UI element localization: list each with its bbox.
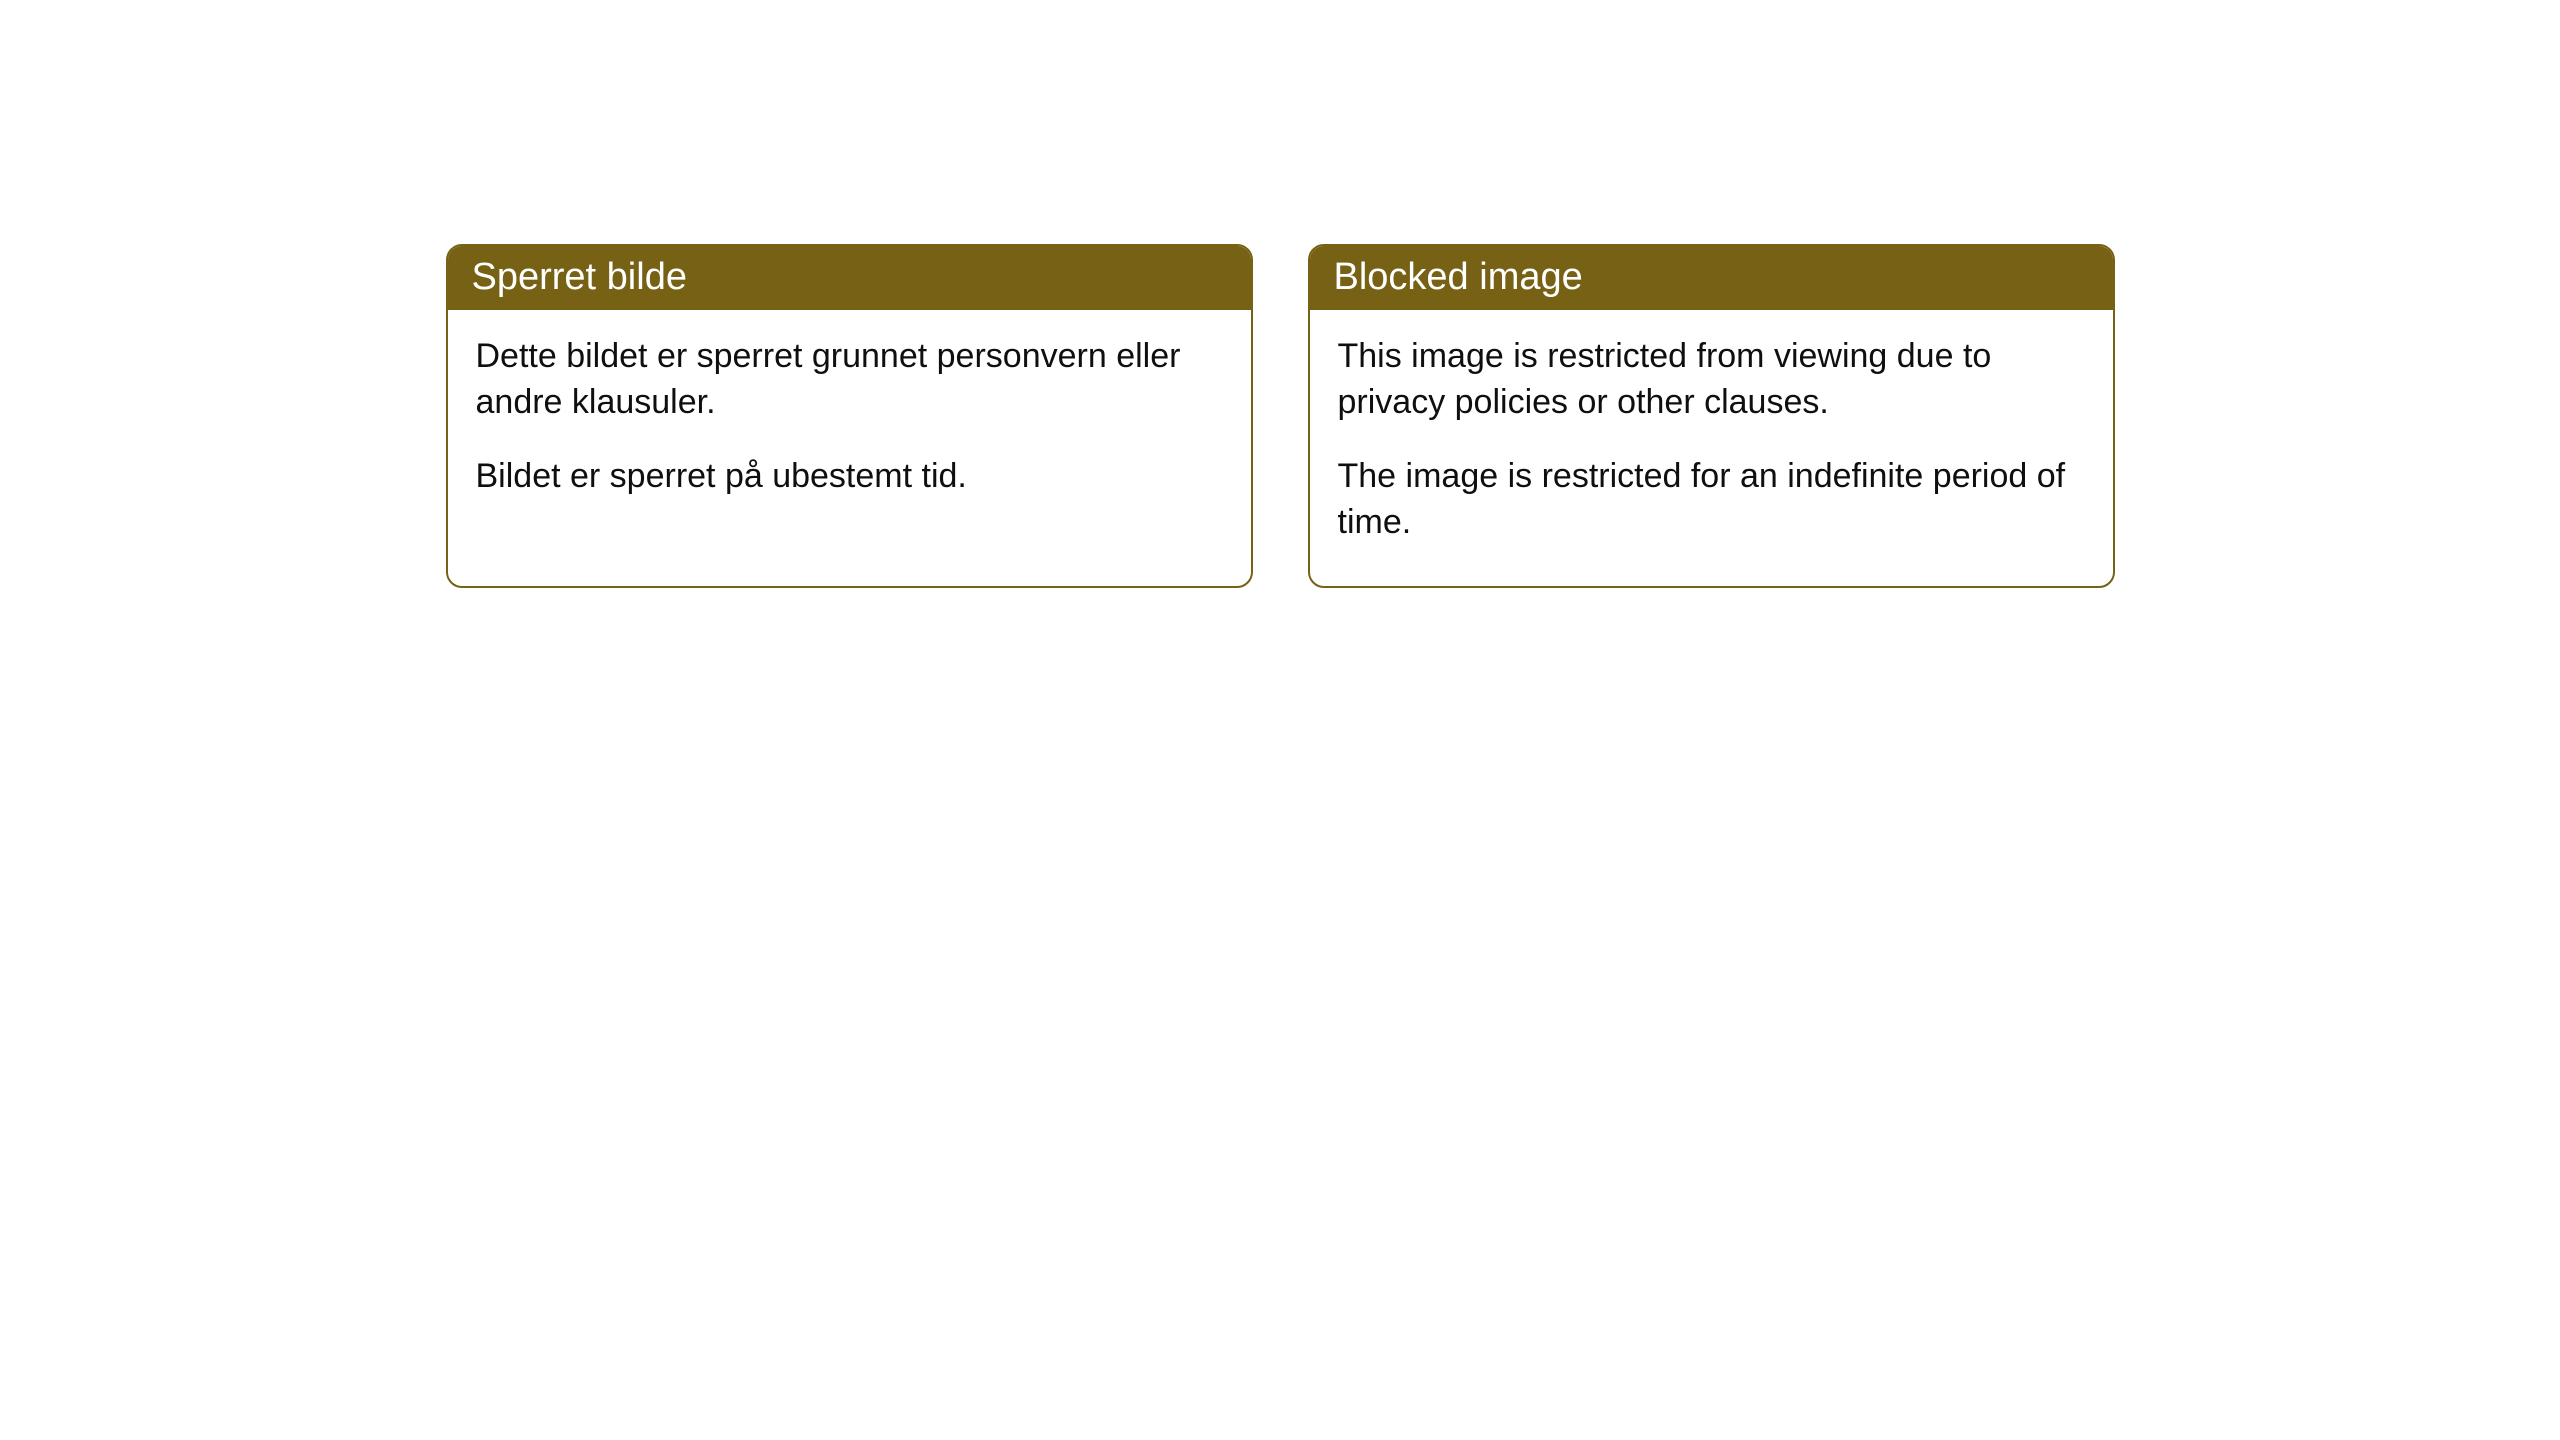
notice-card-english: Blocked image This image is restricted f… [1308, 244, 2115, 588]
card-paragraph: The image is restricted for an indefinit… [1338, 454, 2085, 546]
notice-cards-container: Sperret bilde Dette bildet er sperret gr… [0, 244, 2560, 588]
card-header: Sperret bilde [448, 246, 1251, 310]
card-title: Sperret bilde [472, 256, 687, 298]
card-paragraph: This image is restricted from viewing du… [1338, 334, 2085, 426]
card-body: This image is restricted from viewing du… [1310, 310, 2113, 586]
card-paragraph: Dette bildet er sperret grunnet personve… [476, 334, 1223, 426]
card-header: Blocked image [1310, 246, 2113, 310]
notice-card-norwegian: Sperret bilde Dette bildet er sperret gr… [446, 244, 1253, 588]
card-body: Dette bildet er sperret grunnet personve… [448, 310, 1251, 540]
card-paragraph: Bildet er sperret på ubestemt tid. [476, 454, 1223, 500]
card-title: Blocked image [1334, 256, 1583, 298]
